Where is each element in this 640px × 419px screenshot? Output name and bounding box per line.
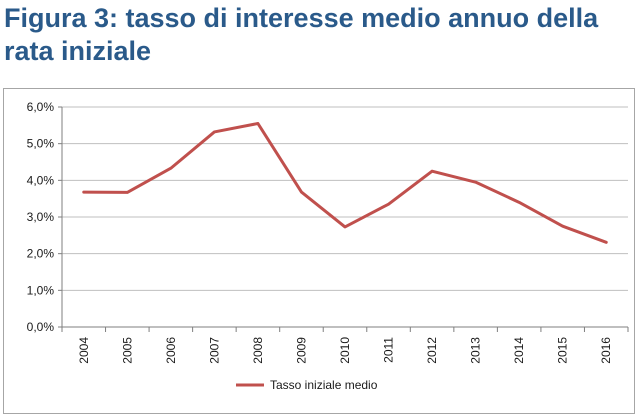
x-tick-label: 2005	[120, 337, 134, 364]
x-tick-label: 2007	[207, 337, 221, 364]
x-tick-label: 2013	[469, 337, 483, 364]
data-point	[343, 225, 347, 229]
x-tick-label: 2015	[556, 337, 570, 364]
gridlines	[62, 106, 628, 291]
series-line	[82, 122, 608, 244]
data-point	[82, 190, 85, 194]
data-point	[169, 167, 173, 170]
data-point	[126, 191, 129, 194]
y-tick-label: 4,0%	[27, 173, 55, 187]
y-tick-label: 5,0%	[27, 137, 55, 151]
data-point	[517, 201, 521, 204]
y-tick-label: 0,0%	[27, 320, 55, 334]
x-tick-label: 2010	[338, 337, 352, 364]
y-tick-label: 2,0%	[27, 247, 55, 261]
chart-frame: 0,0% 1,0% 2,0% 3,0% 4,0% 5,0% 6,0% 2004 2005 200…	[3, 88, 635, 414]
data-point	[300, 190, 303, 194]
data-point	[430, 169, 434, 173]
line-chart: 0,0%1,0%2,0%3,0%4,0%5,0%6,0% 2004 2005 200…	[27, 100, 629, 392]
figure-title: Figura 3: tasso di interesse medio annuo…	[4, 3, 599, 66]
x-tick-label: 2016	[599, 337, 613, 364]
x-tick-labels: 2004 2005 2006 2007 2008 2009 2010 2011 2012 2013…	[77, 337, 613, 364]
data-point	[213, 130, 216, 134]
legend-label: Tasso iniziale medio	[270, 378, 378, 392]
x-tick-label: 2011	[382, 337, 396, 363]
axes	[58, 106, 629, 332]
x-tick-label: 2004	[77, 337, 91, 364]
x-tick-label: 2006	[164, 337, 178, 364]
y-tick-label: 1,0%	[27, 283, 55, 297]
data-point	[387, 202, 390, 206]
x-tick-label: 2009	[294, 337, 308, 364]
y-tick-labels: 0,0% 1,0% 2,0% 3,0% 4,0% 5,0% 6,0%	[27, 100, 55, 334]
x-tick-label: 2008	[251, 337, 265, 364]
data-point	[605, 241, 608, 244]
y-tick-label: 3,0%	[27, 210, 55, 224]
x-tick-label: 2014	[512, 337, 526, 364]
data-point	[474, 180, 477, 184]
legend: Tasso iniziale medio	[236, 378, 378, 392]
x-tick-label: 2012	[425, 337, 439, 364]
data-point	[561, 224, 564, 228]
series-lines	[82, 122, 608, 244]
data-point	[256, 122, 260, 125]
y-tick-label: 6,0%	[27, 100, 55, 114]
